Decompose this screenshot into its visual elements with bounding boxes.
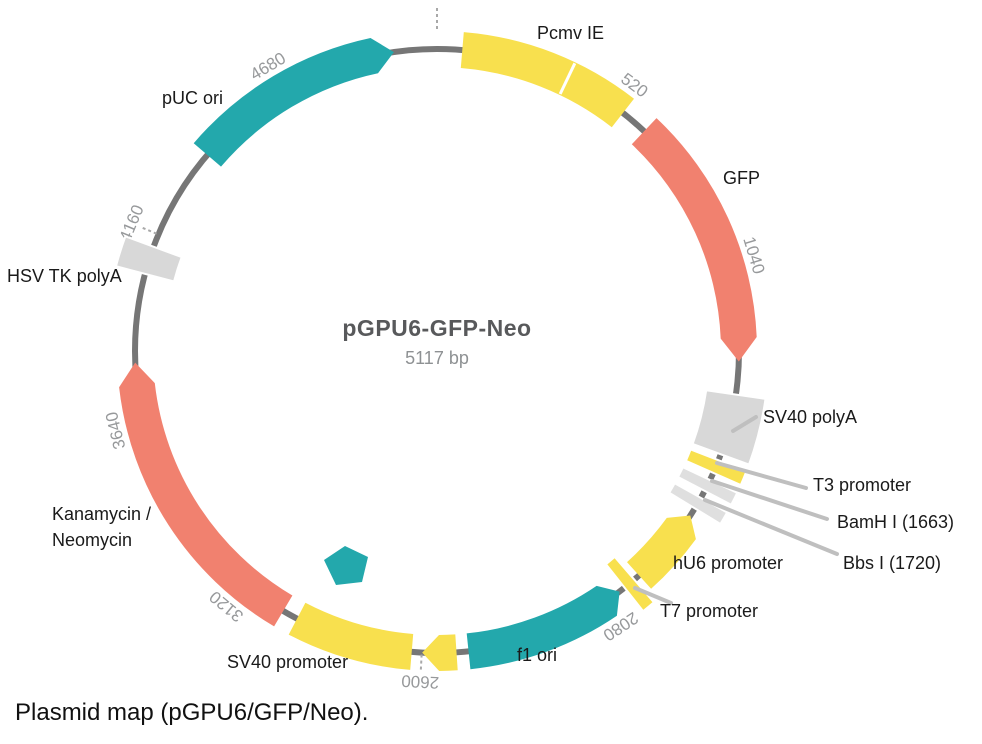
feature-label-gfp: GFP	[723, 168, 760, 188]
leader-line-bamhi-site	[710, 479, 829, 521]
feature-label-sv40-polya: SV40 polyA	[763, 407, 857, 427]
feature-label-bamhi-site: BamH I (1663)	[837, 512, 954, 532]
feature-label-kanamycin-line2: Neomycin	[52, 530, 132, 550]
feature-t3-promoter	[684, 448, 748, 487]
feature-label-pcmv-ie: Pcmv IE	[537, 23, 604, 43]
tick-label-2600: 2600	[401, 671, 440, 692]
leader-line-bbsi-site	[703, 498, 839, 556]
feature-label-hu6-promoter: hU6 promoter	[673, 553, 783, 573]
feature-label-bbsi-site: Bbs I (1720)	[843, 553, 941, 573]
feature-sv40-polya	[691, 389, 767, 466]
feature-label-kanamycin-line1: Kanamycin /	[52, 504, 151, 524]
feature-label-sv40-promoter: SV40 promoter	[227, 652, 348, 672]
feature-puc-ori	[193, 38, 394, 167]
feature-pcmv-ie	[460, 32, 634, 128]
feature-label-t7-promoter: T7 promoter	[660, 601, 758, 621]
figure-caption: Plasmid map (pGPU6/GFP/Neo).	[15, 699, 369, 726]
feature-bbsi-site	[667, 481, 729, 526]
feature-label-hsv-tk-polya: HSV TK polyA	[7, 266, 122, 286]
decoration-pentagon	[324, 546, 368, 585]
feature-gfp	[631, 118, 757, 362]
leader-line-t7-promoter	[633, 586, 673, 605]
leader-line-sv40-polya	[731, 415, 758, 433]
feature-t7-promoter	[604, 555, 656, 613]
feature-sv40-promoter-arrowhead	[422, 634, 458, 671]
tick-mark-4160	[139, 225, 157, 235]
feature-label-f1-ori: f1 ori	[517, 645, 557, 665]
feature-f1-ori	[466, 585, 620, 670]
leader-line-t3-promoter	[715, 461, 808, 490]
feature-kanamycin-neomycin	[119, 362, 293, 627]
feature-bamhi-site	[676, 465, 739, 507]
feature-label-t3-promoter: T3 promoter	[813, 475, 911, 495]
feature-divider-pcmv-ie	[558, 62, 577, 95]
feature-hsv-tk-polya	[114, 235, 183, 283]
feature-sv40-promoter	[288, 602, 414, 670]
tick-mark-2600	[419, 654, 423, 673]
feature-hu6-promoter	[627, 515, 696, 589]
feature-label-puc-ori: pUC ori	[162, 88, 223, 108]
